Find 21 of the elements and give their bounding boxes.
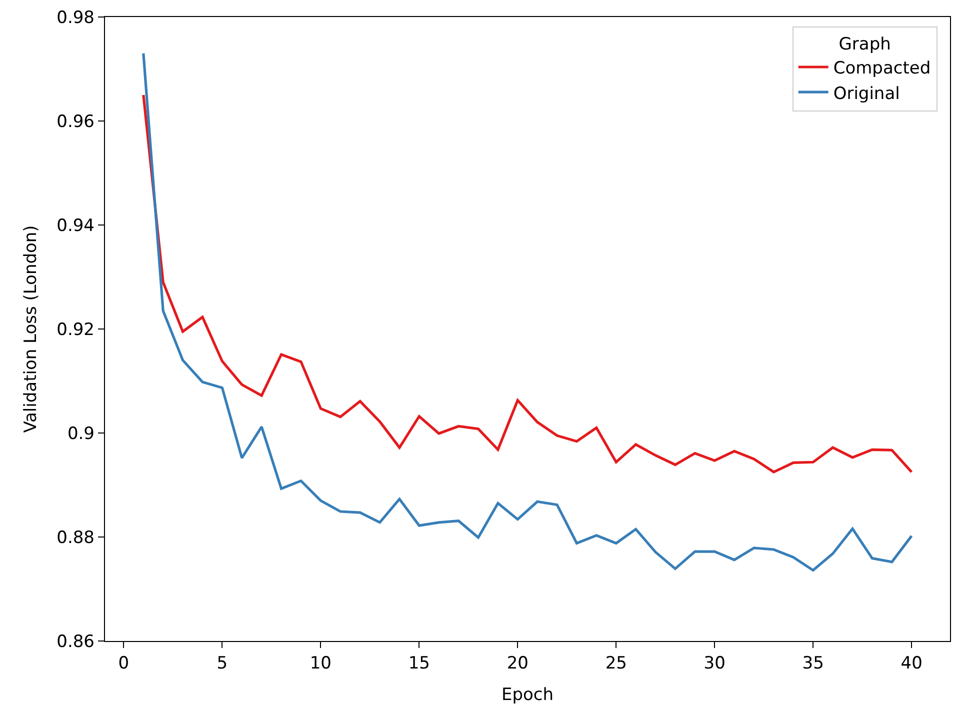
x-tick-label: 10 — [310, 654, 332, 674]
y-tick-label: 0.98 — [56, 8, 94, 28]
x-tick-label: 5 — [216, 654, 228, 674]
y-tick-label: 0.9 — [67, 424, 94, 444]
y-tick-label: 0.94 — [56, 216, 94, 236]
x-tick-label: 40 — [900, 654, 922, 674]
y-tick-label: 0.96 — [56, 112, 94, 132]
x-tick-label: 35 — [802, 654, 824, 674]
x-tick-label: 20 — [506, 654, 528, 674]
x-tick-label: 0 — [118, 654, 130, 674]
x-axis-title: Epoch — [501, 684, 554, 705]
y-axis-title: Validation Loss (London) — [21, 225, 42, 433]
x-tick-label: 25 — [605, 654, 627, 674]
legend-label: Original — [833, 84, 900, 104]
x-tick-label: 30 — [704, 654, 726, 674]
y-tick-label: 0.86 — [56, 632, 94, 652]
y-tick-label: 0.92 — [56, 320, 94, 340]
x-tick-label: 15 — [408, 654, 430, 674]
legend-title: Graph — [838, 34, 891, 54]
y-tick-label: 0.88 — [56, 528, 94, 548]
legend-label: Compacted — [833, 58, 931, 79]
